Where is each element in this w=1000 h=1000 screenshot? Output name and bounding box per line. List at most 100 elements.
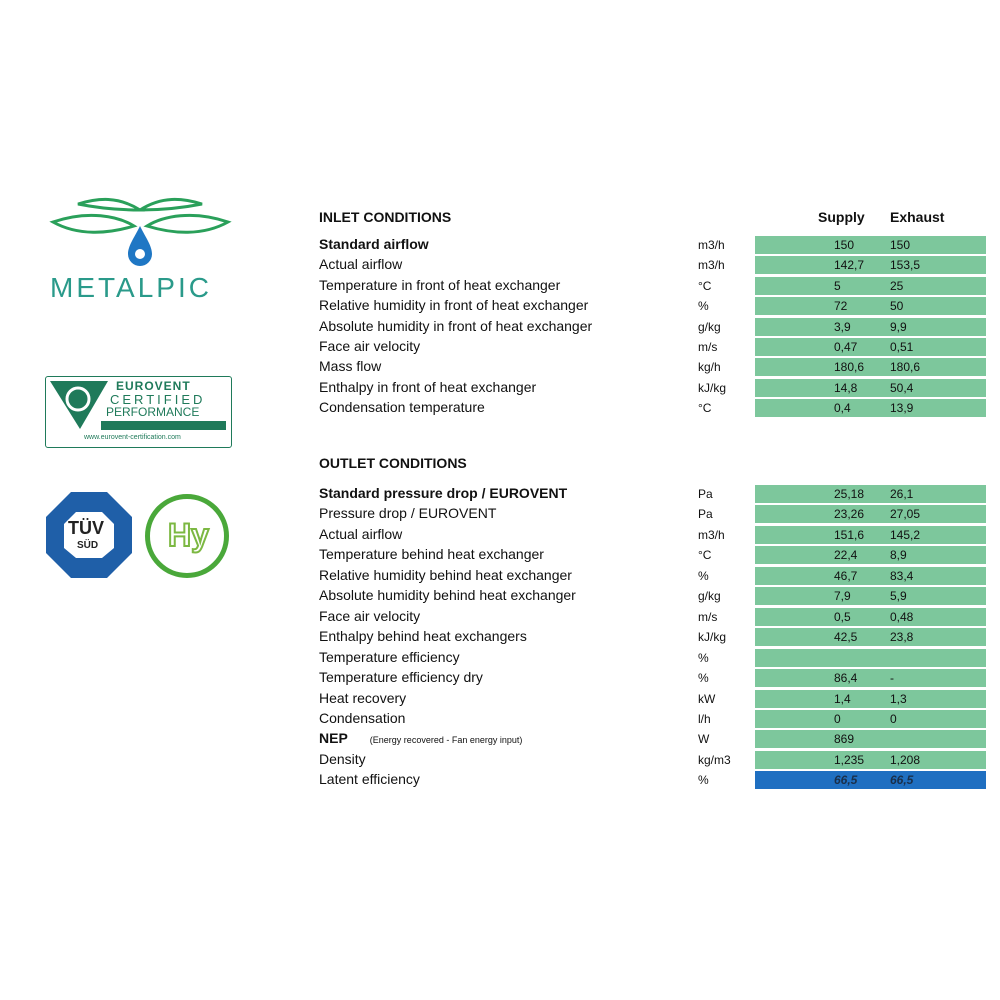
exhaust-value: 9,9	[890, 319, 907, 334]
row-unit: %	[698, 773, 709, 788]
value-cell	[755, 256, 986, 275]
table-row: NEP (Energy recovered - Fan energy input)…	[0, 729, 1000, 749]
row-unit: g/kg	[698, 319, 721, 334]
row-unit: %	[698, 568, 709, 583]
supply-value: 25,18	[834, 487, 865, 501]
value-cell	[755, 378, 986, 397]
row-unit: %	[698, 650, 709, 665]
value-cell	[755, 358, 986, 377]
row-unit: kW	[698, 691, 716, 706]
tuv-sud-logo: TÜV SÜD	[46, 492, 132, 578]
row-label-text: Temperature efficiency dry	[319, 669, 483, 686]
row-label-text: Mass flow	[319, 358, 382, 375]
row-label: Standard pressure drop / EUROVENT	[319, 485, 567, 501]
row-label: Condensation	[319, 710, 405, 726]
table-row: Standard airflow m3/h 150 150	[0, 235, 1000, 255]
row-label-text: Actual airflow	[319, 525, 403, 542]
table-row: Temperature efficiency dry% 86,4 -	[0, 668, 1000, 688]
row-unit: %	[698, 671, 709, 686]
supply-value: 23,26	[834, 507, 865, 522]
row-unit: kg/m3	[698, 752, 731, 767]
supply-value: 151,6	[834, 527, 865, 542]
row-label: Temperature behind heat exchanger	[319, 546, 544, 562]
value-cell	[755, 648, 986, 667]
row-unit: m3/h	[698, 258, 725, 273]
table-row: Temperature in front of heat exchanger °C…	[0, 276, 1000, 296]
row-label: NEP (Energy recovered - Fan energy input)	[319, 730, 522, 746]
table-row: Temperature efficiency%	[0, 648, 1000, 668]
exhaust-value: 23,8	[890, 630, 914, 645]
table-row: Condensation temperature °C 0,4 13,9	[0, 398, 1000, 418]
inlet-title: INLET CONDITIONS	[319, 209, 452, 225]
exhaust-value: 25	[890, 278, 904, 293]
value-cell	[755, 750, 986, 769]
table-row: Face air velocity m/s 0,5 0,48	[0, 607, 1000, 627]
supply-value: 5	[834, 278, 841, 293]
value-cell	[755, 566, 986, 585]
eurovent-certified-logo: EUROVENT CERTIFIED PERFORMANCE www.eurov…	[45, 376, 232, 448]
certified-text: CERTIFIED	[110, 392, 206, 407]
exhaust-value: 5,9	[890, 589, 907, 604]
eurovent-bar	[101, 421, 226, 430]
supply-value: 72	[834, 299, 848, 314]
table-row: Absolute humidity behind heat exchanger g…	[0, 586, 1000, 606]
row-label: Actual airflow	[319, 526, 402, 542]
table-row: Relative humidity behind heat exchanger%…	[0, 566, 1000, 586]
supply-value: 14,8	[834, 380, 858, 395]
row-label: Absolute humidity in front of heat excha…	[319, 318, 592, 334]
supply-value: 46,7	[834, 568, 858, 583]
eurovent-text: EUROVENT	[116, 379, 191, 393]
exhaust-value: 50,4	[890, 380, 914, 395]
exhaust-value: 8,9	[890, 548, 907, 563]
row-unit: °C	[698, 278, 712, 293]
exhaust-value: 153,5	[890, 258, 921, 273]
row-label: Relative humidity behind heat exchanger	[319, 567, 572, 583]
row-label: Density	[319, 751, 366, 767]
value-cell	[755, 338, 986, 356]
row-unit: m/s	[698, 340, 718, 354]
row-label-text: Pressure drop / EUROVENT	[319, 505, 497, 522]
metalpic-leaf-drop-icon	[49, 197, 232, 266]
supply-value: 66,5	[834, 773, 858, 788]
row-label: Pressure drop / EUROVENT	[319, 505, 496, 521]
row-label-text: Standard pressure drop / EUROVENT	[319, 485, 568, 501]
supply-value: 3,9	[834, 319, 851, 334]
row-unit: m/s	[698, 609, 718, 624]
eurovent-e-icon	[50, 381, 108, 429]
row-unit: g/kg	[698, 589, 721, 604]
row-label: Face air velocity	[319, 608, 420, 624]
value-cell	[755, 236, 986, 254]
supply-value: 7,9	[834, 589, 851, 604]
row-label: Condensation temperature	[319, 399, 485, 415]
value-cell	[755, 485, 986, 503]
table-row: Face air velocity m/s 0,47 0,51	[0, 337, 1000, 357]
hy-quality-logo: Hy	[145, 494, 229, 578]
row-label: Temperature in front of heat exchanger	[319, 277, 560, 293]
table-row: Enthalpy behind heat exchangers kJ/kg 42,5…	[0, 627, 1000, 647]
metalpic-wordmark: METALPIC	[50, 272, 212, 303]
row-unit: kJ/kg	[698, 380, 727, 395]
exhaust-value: 0,48	[890, 609, 914, 624]
table-row: Actual airflow m3/h 151,6 145,2	[0, 525, 1000, 545]
supply-header: Supply	[818, 209, 865, 225]
table-row: Actual airflow m3/h 142,7 153,5	[0, 255, 1000, 275]
outlet-title: OUTLET CONDITIONS	[319, 455, 467, 471]
value-cell	[755, 297, 986, 316]
row-label-text: Relative humidity in front of heat excha…	[319, 297, 589, 314]
row-label-text: Condensation	[319, 709, 406, 726]
row-note: (Energy recovered - Fan energy input)	[369, 735, 523, 746]
row-label: Standard airflow	[319, 236, 429, 252]
row-label-text: Condensation temperature	[319, 399, 485, 416]
row-label: Temperature efficiency dry	[319, 669, 483, 685]
row-label: Absolute humidity behind heat exchanger	[319, 587, 576, 603]
row-label-text: Heat recovery	[319, 689, 407, 706]
exhaust-value: 13,9	[890, 401, 914, 416]
table-row: Relative humidity in front of heat excha…	[0, 296, 1000, 316]
exhaust-value: 0	[890, 711, 897, 726]
row-label-text: NEP	[319, 730, 348, 747]
value-cell	[755, 587, 986, 606]
row-label-text: Density	[319, 750, 366, 767]
row-label: Enthalpy in front of heat exchanger	[319, 379, 536, 395]
row-label-text: Actual airflow	[319, 256, 403, 273]
